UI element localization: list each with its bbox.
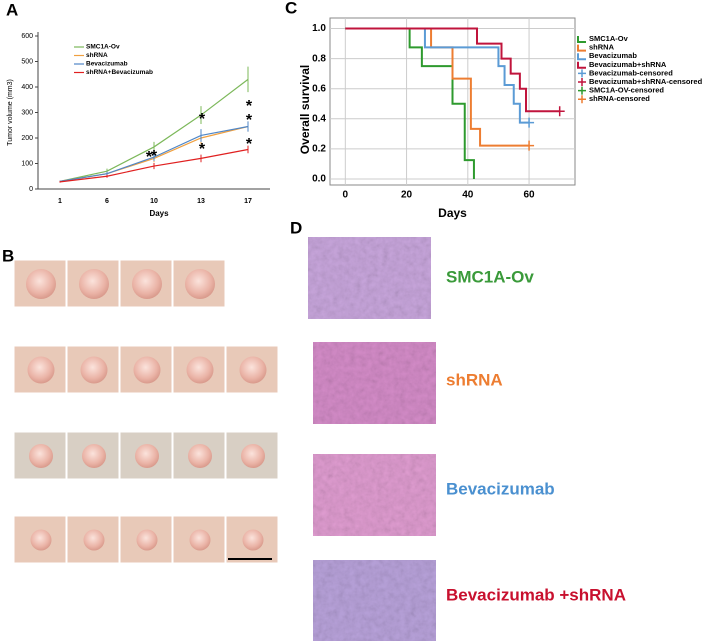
x-tick-label: 17 bbox=[244, 198, 252, 205]
panel-label: C bbox=[285, 0, 297, 17]
y-tick-label: 0.2 bbox=[312, 144, 326, 155]
x-tick-label: 13 bbox=[197, 198, 205, 205]
legend-swatch bbox=[577, 44, 586, 52]
survival-curve bbox=[345, 27, 530, 147]
plot-area bbox=[329, 17, 576, 186]
histology-image bbox=[313, 454, 436, 536]
x-tick-label: 60 bbox=[524, 190, 536, 201]
legend-label: shRNA-censored bbox=[589, 94, 650, 103]
legend-label: Bevacizumab+shRNA bbox=[589, 60, 667, 69]
tumor bbox=[242, 529, 264, 551]
group-label: Bevacizumab +shRNA bbox=[446, 585, 626, 604]
censor-mark bbox=[524, 140, 535, 151]
legend-swatch bbox=[578, 86, 586, 95]
panel-label: A bbox=[6, 0, 18, 19]
x-tick-label: 20 bbox=[401, 190, 413, 201]
histology-image bbox=[308, 237, 431, 319]
significance-mark: * bbox=[246, 112, 253, 129]
y-tick-label: 600 bbox=[21, 33, 33, 40]
panel-label: D bbox=[290, 218, 302, 237]
tumor bbox=[136, 529, 158, 551]
legend-swatch bbox=[578, 78, 586, 86]
legend-label: Bevacizumab-censored bbox=[589, 68, 673, 77]
legend-label: shRNA bbox=[589, 43, 615, 52]
tumor bbox=[133, 356, 161, 384]
significance-mark: * bbox=[246, 136, 253, 153]
significance-mark: * bbox=[199, 111, 206, 128]
legend-label: Bevacizumab+shRNA-censored bbox=[589, 77, 703, 86]
y-tick-label: 200 bbox=[21, 135, 33, 142]
group-label: shRNA bbox=[446, 370, 503, 389]
significance-mark: * bbox=[199, 141, 206, 158]
legend-label: SMC1A-OV-censored bbox=[589, 86, 664, 95]
y-tick-label: 1.0 bbox=[312, 23, 326, 34]
histology-image bbox=[313, 560, 436, 641]
y-tick-label: 0.6 bbox=[312, 83, 326, 94]
legend-label: SMC1A-Ov bbox=[86, 44, 120, 51]
tumor bbox=[239, 356, 267, 384]
x-tick-label: 10 bbox=[150, 198, 158, 205]
panel-label: B bbox=[2, 246, 14, 265]
y-tick-label: 400 bbox=[21, 84, 33, 91]
x-tick-label: 0 bbox=[343, 190, 349, 201]
tumor bbox=[30, 529, 52, 551]
x-tick-label: 6 bbox=[105, 198, 109, 205]
tumor bbox=[135, 444, 159, 468]
legend-label: Bevacizumab bbox=[589, 51, 637, 60]
y-tick-label: 300 bbox=[21, 109, 33, 116]
significance-mark: * bbox=[151, 148, 158, 165]
y-tick-label: 0.0 bbox=[312, 174, 326, 185]
tumor bbox=[79, 269, 109, 299]
legend-swatch bbox=[577, 53, 586, 61]
tumor bbox=[186, 356, 214, 384]
survival-curve bbox=[345, 27, 560, 113]
legend-label: shRNA bbox=[86, 52, 108, 59]
significance-mark: * bbox=[246, 98, 253, 115]
legend-label: Bevacizumab bbox=[86, 61, 128, 68]
tumor bbox=[132, 269, 162, 299]
y-tick-label: 100 bbox=[21, 160, 33, 167]
tumor bbox=[185, 269, 215, 299]
significance-mark: * bbox=[146, 149, 153, 166]
survival-curve bbox=[345, 27, 530, 124]
tumor bbox=[83, 529, 105, 551]
x-axis-label: Days bbox=[149, 209, 169, 218]
legend-swatch bbox=[577, 36, 586, 43]
x-tick-label: 40 bbox=[462, 190, 474, 201]
tumor bbox=[26, 269, 56, 299]
survival-curve bbox=[345, 27, 475, 179]
group-label: SMC1A-Ov bbox=[446, 267, 534, 286]
y-tick-label: 0.8 bbox=[312, 53, 326, 64]
legend-swatch bbox=[578, 95, 586, 104]
y-tick-label: 0 bbox=[29, 186, 33, 193]
censor-mark bbox=[554, 106, 565, 117]
legend-swatch bbox=[577, 61, 586, 69]
legend-swatch bbox=[578, 69, 586, 78]
censor-mark bbox=[524, 117, 535, 128]
histology-image bbox=[313, 342, 436, 424]
x-axis-label: Days bbox=[438, 206, 467, 220]
y-tick-label: 500 bbox=[21, 58, 33, 65]
photo bbox=[13, 515, 67, 564]
tumor bbox=[80, 356, 108, 384]
tumor bbox=[27, 356, 55, 384]
tumor bbox=[189, 529, 211, 551]
legend-label: shRNA+Bevacizumab bbox=[86, 69, 153, 76]
tumor bbox=[82, 444, 106, 468]
group-label: Bevacizumab bbox=[446, 479, 555, 498]
x-tick-label: 1 bbox=[58, 198, 62, 205]
y-axis-label: Overall survival bbox=[298, 65, 312, 154]
legend-label: SMC1A-Ov bbox=[589, 34, 629, 43]
tumor bbox=[188, 444, 212, 468]
y-axis-label: Tumor volume (mm3) bbox=[7, 79, 14, 146]
tumor bbox=[241, 444, 265, 468]
y-tick-label: 0.4 bbox=[312, 113, 326, 124]
tumor bbox=[29, 444, 53, 468]
